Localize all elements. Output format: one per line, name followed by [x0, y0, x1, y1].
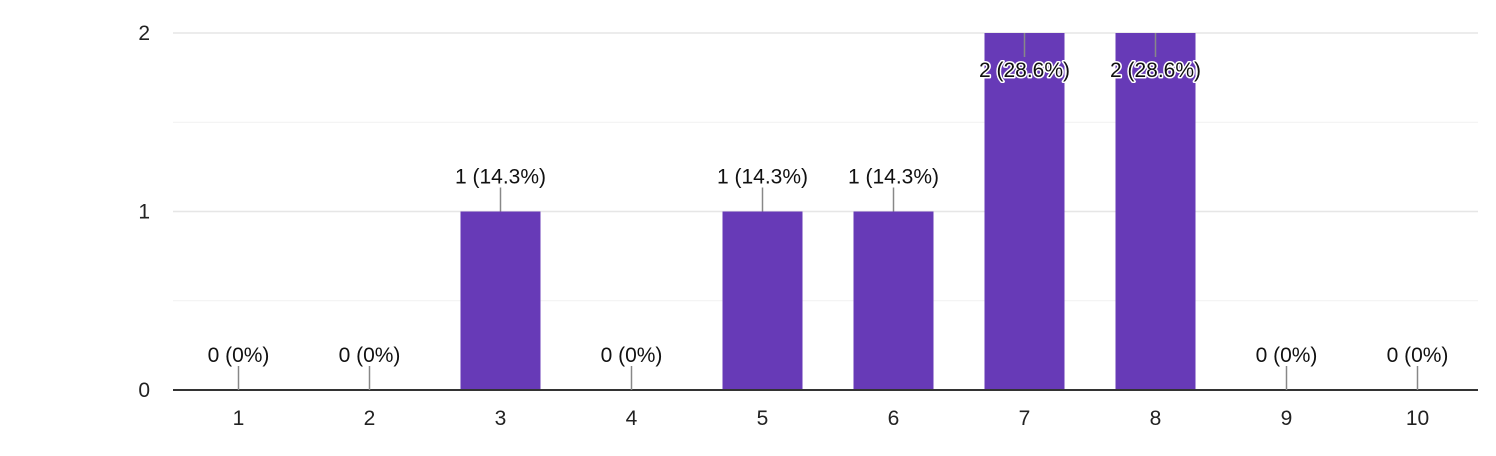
x-tick-label: 7: [1019, 407, 1031, 430]
data-label: 2 (28.6%): [979, 59, 1070, 82]
data-label: 0 (0%): [601, 344, 663, 367]
data-label: 0 (0%): [208, 344, 270, 367]
y-tick-label: 2: [138, 22, 150, 45]
data-label: 1 (14.3%): [455, 166, 546, 189]
data-label: 1 (14.3%): [717, 166, 808, 189]
bar: [460, 211, 541, 390]
data-labels: 0 (0%) 0 (0%) 1 (14.3%) 0 (0%) 1 (14.3%) 1 (1…: [208, 33, 1449, 390]
x-tick-label: 6: [888, 407, 900, 430]
bar: [984, 33, 1065, 390]
x-tick-label: 5: [757, 407, 769, 430]
data-label: 0 (0%): [339, 344, 401, 367]
bar: [722, 211, 803, 390]
data-label: 0 (0%): [1387, 344, 1449, 367]
bar: [1115, 33, 1196, 390]
x-tick-label: 3: [495, 407, 507, 430]
y-tick-label: 0: [138, 379, 150, 402]
x-tick-label: 2: [364, 407, 376, 430]
bar: [853, 211, 934, 390]
x-tick-label: 8: [1150, 407, 1162, 430]
x-tick-label: 1: [233, 407, 245, 430]
y-tick-label: 1: [138, 201, 150, 224]
axes: 0 1 2 1 2 3 4 5 6 7 8 9 10: [138, 22, 1478, 430]
x-tick-label: 4: [626, 407, 638, 430]
data-label: 1 (14.3%): [848, 166, 939, 189]
data-label: 0 (0%): [1256, 344, 1318, 367]
grid-lines: [173, 32, 1478, 302]
x-tick-label: 9: [1281, 407, 1293, 430]
x-tick-label: 10: [1406, 407, 1429, 430]
data-label: 2 (28.6%): [1110, 59, 1201, 82]
bars: [460, 33, 1196, 390]
